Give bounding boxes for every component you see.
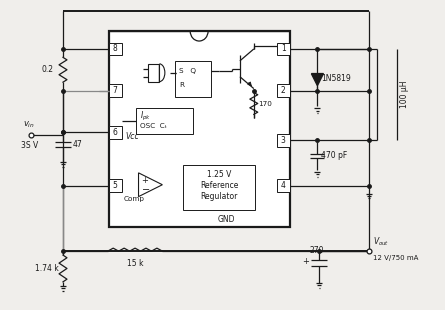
Text: Comp: Comp — [124, 196, 145, 202]
Text: 170: 170 — [258, 101, 271, 108]
Text: $v_{in}$: $v_{in}$ — [23, 120, 35, 130]
Polygon shape — [138, 173, 162, 197]
Text: 1: 1 — [281, 44, 286, 53]
Text: +: + — [303, 257, 309, 266]
Text: Vcc: Vcc — [125, 132, 139, 141]
Bar — [109, 179, 121, 192]
Bar — [175, 61, 211, 96]
Text: $V_{out}$: $V_{out}$ — [373, 236, 389, 248]
Bar — [109, 84, 121, 97]
Text: 3S V: 3S V — [20, 141, 38, 150]
Text: +: + — [142, 176, 148, 185]
Bar — [277, 179, 290, 192]
Text: 100 μH: 100 μH — [400, 81, 409, 108]
Text: 1.74 k: 1.74 k — [35, 264, 59, 273]
Bar — [149, 64, 159, 82]
Bar — [277, 84, 290, 97]
Text: S   Q: S Q — [179, 68, 196, 74]
Bar — [183, 165, 255, 210]
Text: 8: 8 — [113, 44, 117, 53]
Bar — [277, 134, 290, 147]
Text: 0.2: 0.2 — [41, 65, 53, 74]
Text: 470 pF: 470 pF — [321, 152, 348, 161]
Text: 270: 270 — [309, 246, 324, 255]
Text: Regulator: Regulator — [200, 192, 238, 201]
Bar — [109, 126, 121, 139]
Text: 2: 2 — [281, 86, 286, 95]
Text: 4: 4 — [281, 181, 286, 190]
Text: 6: 6 — [113, 128, 117, 137]
Bar — [109, 42, 121, 55]
Text: 15 k: 15 k — [127, 259, 143, 268]
Bar — [109, 31, 290, 227]
Text: 5: 5 — [113, 181, 117, 190]
Text: −: − — [142, 185, 150, 195]
Bar — [136, 108, 193, 134]
Text: Reference: Reference — [200, 181, 238, 190]
Text: 7: 7 — [113, 86, 117, 95]
Text: $\mathit{I}_{pk}$: $\mathit{I}_{pk}$ — [140, 110, 150, 123]
Text: 12 V/750 mA: 12 V/750 mA — [373, 255, 418, 261]
Text: 1N5819: 1N5819 — [321, 74, 351, 83]
Polygon shape — [312, 74, 324, 86]
Text: 3: 3 — [281, 136, 286, 145]
Text: 47: 47 — [73, 140, 83, 148]
Bar — [277, 42, 290, 55]
Text: GND: GND — [218, 215, 235, 224]
Text: OSC  Cₜ: OSC Cₜ — [140, 123, 166, 129]
Text: 1.25 V: 1.25 V — [207, 170, 231, 179]
Text: R: R — [179, 82, 184, 88]
